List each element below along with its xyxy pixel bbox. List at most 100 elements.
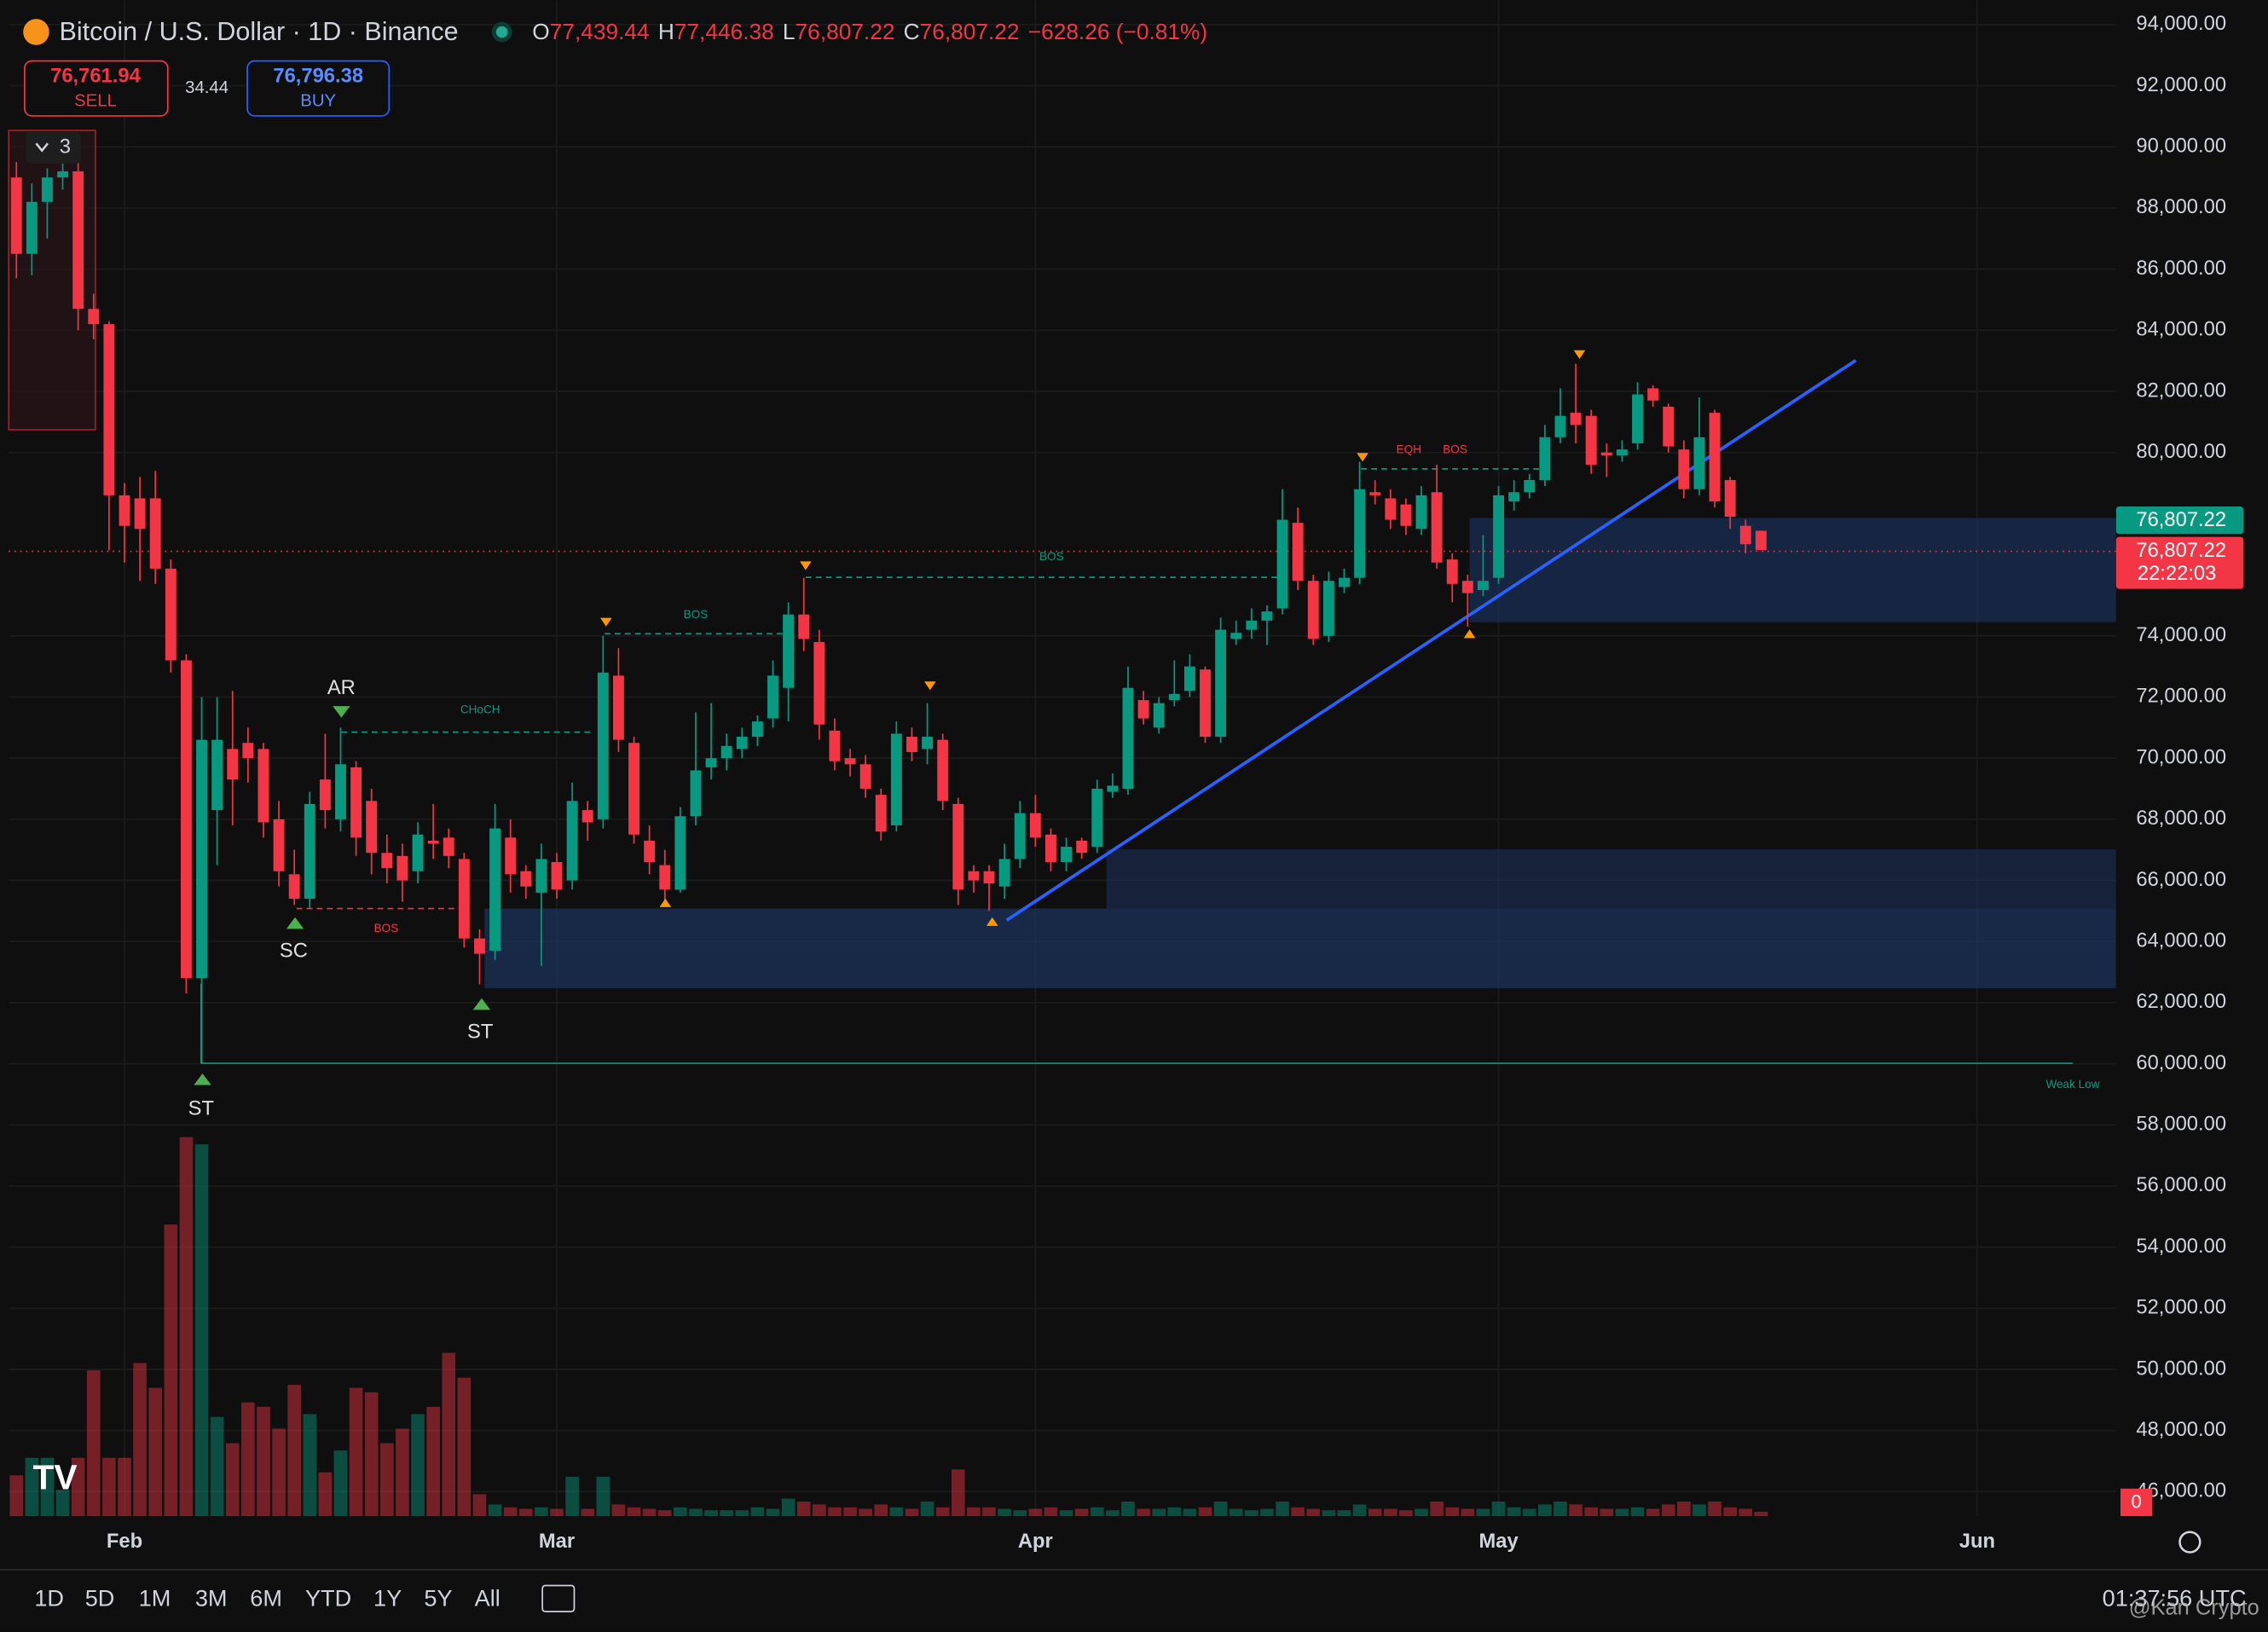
volume-bar [581, 1508, 595, 1517]
candle-body [952, 803, 964, 890]
ohlc-value: 77,439.44 [550, 19, 650, 44]
volume-bar [411, 1414, 425, 1517]
candle-body [1570, 413, 1582, 425]
volume-bar [627, 1507, 641, 1517]
settings-icon[interactable] [2178, 1531, 2201, 1554]
volume-bar [951, 1469, 965, 1517]
annotation: ST [467, 1021, 493, 1044]
volume-bar [642, 1508, 657, 1517]
candle-body [1663, 406, 1675, 447]
candle-body [1585, 415, 1597, 466]
clock: 01:37:56 UTC [2103, 1585, 2247, 1612]
candle-body [644, 840, 656, 863]
candle-body [1724, 479, 1736, 517]
range-button[interactable]: 6M [250, 1585, 282, 1612]
range-button[interactable]: 3M [195, 1585, 228, 1612]
logo: TV [32, 1457, 77, 1496]
volume-bar [766, 1508, 780, 1517]
range-button[interactable]: 1D [34, 1585, 64, 1612]
range-button[interactable]: 5D [85, 1585, 115, 1612]
buy-label: BUY [300, 91, 336, 110]
candle-body [1215, 629, 1227, 738]
candle-body [736, 737, 748, 749]
candle-body [1292, 523, 1304, 582]
volume-bar [71, 1457, 85, 1517]
volume-bar [1090, 1507, 1104, 1517]
range-button[interactable]: 1M [139, 1585, 171, 1612]
volume-bar [1352, 1504, 1367, 1517]
candle-body [1137, 700, 1149, 719]
candle-body [1076, 840, 1088, 854]
volume-bar [1337, 1510, 1351, 1517]
volume-bar [1630, 1507, 1645, 1517]
sell-button[interactable] [23, 60, 169, 117]
x-tick-label: Jun [1959, 1530, 1995, 1553]
ohlc-key: O [532, 19, 549, 44]
candle-body [1230, 633, 1242, 639]
volume-bar [735, 1510, 749, 1517]
candle-body [659, 865, 671, 890]
candle-body [1508, 492, 1520, 502]
volume-bar [565, 1476, 579, 1517]
volume-bar [148, 1387, 163, 1517]
volume [9, 1137, 1768, 1517]
y-tick-label: 50,000.00 [2136, 1357, 2226, 1380]
volume-bar [194, 1144, 209, 1517]
ohlc-value: 77,446.38 [674, 19, 774, 44]
volume-bar [657, 1510, 672, 1517]
candle-body [1261, 611, 1273, 621]
candle-body [26, 201, 38, 254]
volume-bar [859, 1508, 872, 1517]
candle-body [149, 498, 161, 569]
volume-bar [1739, 1508, 1753, 1517]
candles [10, 153, 1767, 1064]
volume-bar [935, 1507, 950, 1517]
x-tick-label: Apr [1018, 1530, 1053, 1553]
volume-bar [550, 1508, 564, 1517]
volume-bar [1368, 1508, 1382, 1517]
indicator-toggle[interactable] [26, 131, 82, 164]
candle-body [535, 859, 547, 893]
volume-bar [1106, 1510, 1120, 1517]
y-axis: 46,000.0048,000.0050,000.0052,000.0054,0… [2136, 12, 2226, 1502]
candle-body [1354, 489, 1366, 578]
alert-badge[interactable] [2120, 1488, 2153, 1517]
volume-bar [920, 1501, 934, 1517]
candle-body [1044, 834, 1056, 863]
volume-bar [118, 1457, 131, 1517]
range-button[interactable]: 1Y [373, 1585, 402, 1612]
marker [286, 917, 304, 929]
volume-bar [1476, 1508, 1490, 1517]
candle-body [1616, 449, 1628, 456]
y-tick-label: 54,000.00 [2136, 1235, 2226, 1258]
annotation: BOS [1443, 443, 1467, 455]
volume-bar [1137, 1508, 1150, 1517]
buy-button[interactable] [246, 60, 391, 117]
candle-body [844, 758, 856, 765]
candle-body [165, 568, 176, 661]
candle-body [906, 737, 917, 752]
candle-body [813, 641, 825, 725]
status-dot [495, 26, 508, 38]
volume-bar [874, 1504, 888, 1517]
range-button[interactable]: 5Y [424, 1585, 452, 1612]
candle-body [57, 171, 69, 178]
volume-bar [1322, 1510, 1336, 1517]
ohlc-key: L [783, 19, 796, 44]
candle-body [983, 871, 995, 884]
candle-body [304, 803, 315, 900]
y-tick-label: 70,000.00 [2136, 745, 2226, 768]
range-button[interactable]: YTD [305, 1585, 351, 1612]
price-tags: 76,807.22 76,807.22 22:22:03 [2115, 506, 2244, 589]
date-range-icon[interactable] [541, 1584, 576, 1612]
candle-body [1183, 666, 1195, 692]
ohlc-key: C [904, 19, 920, 44]
volume-bar [241, 1402, 255, 1517]
volume-bar [55, 1490, 70, 1517]
ohlc-key: H [658, 19, 674, 44]
candle-body [119, 495, 130, 526]
volume-bar [611, 1504, 626, 1517]
candle-body [798, 614, 810, 639]
range-button[interactable]: All [475, 1585, 500, 1612]
